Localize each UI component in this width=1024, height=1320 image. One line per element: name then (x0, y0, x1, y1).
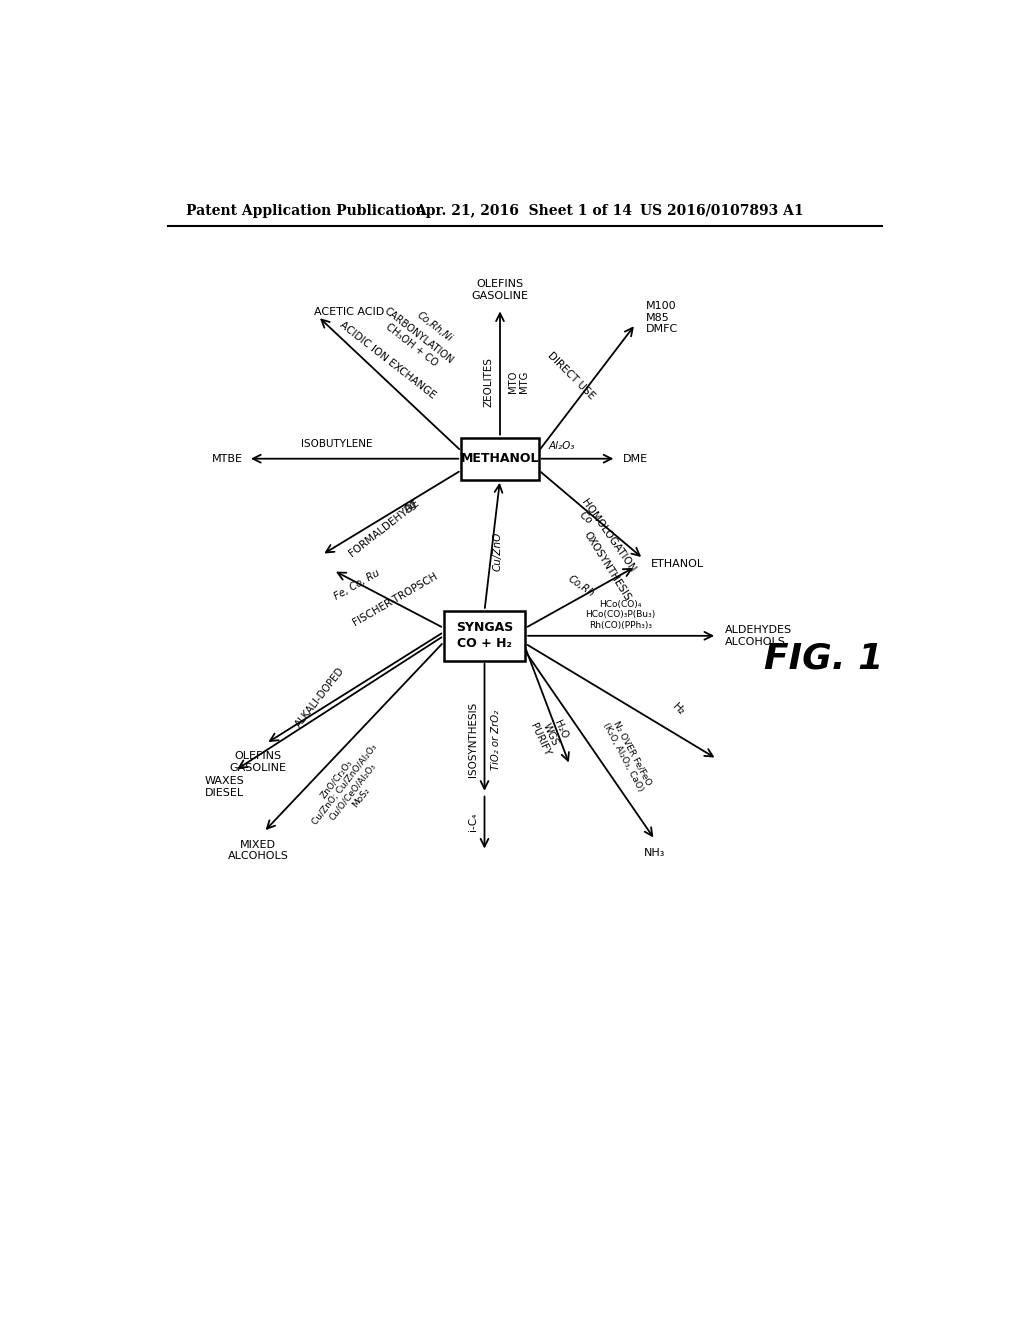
Bar (443, 611, 525, 661)
Text: ALKALI-DOPED: ALKALI-DOPED (294, 665, 347, 729)
Text: MTO
MTG: MTO MTG (508, 371, 529, 393)
Text: OXOSYNTHESIS: OXOSYNTHESIS (582, 531, 633, 603)
Text: MIXED
ALCOHOLS: MIXED ALCOHOLS (227, 840, 289, 862)
Text: WAXES
DIESEL: WAXES DIESEL (205, 776, 245, 797)
Text: Co: Co (577, 510, 594, 527)
Text: Al₂O₃: Al₂O₃ (549, 441, 575, 451)
Text: Patent Application Publication: Patent Application Publication (186, 203, 426, 218)
Text: Co,Rh: Co,Rh (566, 573, 596, 598)
Text: SYNGAS
CO + H₂: SYNGAS CO + H₂ (456, 622, 513, 651)
Text: ZEOLITES: ZEOLITES (483, 356, 494, 407)
Text: H₂O
WGS
PURIFY: H₂O WGS PURIFY (528, 711, 572, 758)
Text: Cu/ZnO: Cu/ZnO (493, 532, 502, 570)
Text: Co,Rh,Ni: Co,Rh,Ni (415, 309, 454, 343)
Text: ISOBUTYLENE: ISOBUTYLENE (301, 440, 373, 449)
Text: ZnO/Cr₂O₃
Cu/ZnO; Cu/ZnO/Al₂O₃
Cu/O/CeO/Al₂O₃
MoS₂: ZnO/Cr₂O₃ Cu/ZnO; Cu/ZnO/Al₂O₃ Cu/O/CeO/… (302, 737, 395, 840)
Text: HCo(CO)₄
HCo(CO)₃P(Bu₃)
Rh(CO)(PPh₃)₃: HCo(CO)₄ HCo(CO)₃P(Bu₃) Rh(CO)(PPh₃)₃ (585, 599, 655, 630)
Text: Apr. 21, 2016  Sheet 1 of 14: Apr. 21, 2016 Sheet 1 of 14 (415, 203, 632, 218)
Text: Fe, Co, Ru: Fe, Co, Ru (332, 568, 381, 602)
Text: M100
M85
DMFC: M100 M85 DMFC (646, 301, 678, 334)
Text: ACIDIC ION EXCHANGE: ACIDIC ION EXCHANGE (338, 319, 437, 401)
Text: CARBONYLATION
CH₃OH + CO: CARBONYLATION CH₃OH + CO (375, 305, 455, 375)
Text: METHANOL: METHANOL (461, 453, 540, 465)
Text: DME: DME (623, 454, 647, 463)
Text: MTBE: MTBE (212, 454, 243, 463)
Text: NH₃: NH₃ (644, 847, 666, 858)
Text: US 2016/0107893 A1: US 2016/0107893 A1 (640, 203, 803, 218)
Text: ALDEHYDES
ALCOHOLS: ALDEHYDES ALCOHOLS (725, 624, 792, 647)
Text: i-C₄: i-C₄ (468, 813, 478, 832)
Text: ETHANOL: ETHANOL (651, 560, 705, 569)
Text: N₂ OVER Fe/FeO
(K₂O, Al₂O₃, CaO): N₂ OVER Fe/FeO (K₂O, Al₂O₃, CaO) (601, 717, 654, 793)
Text: Ag: Ag (402, 498, 420, 515)
Text: ACETIC ACID: ACETIC ACID (314, 308, 384, 317)
Text: FISCHER-TROPSCH: FISCHER-TROPSCH (351, 570, 439, 627)
Bar (461, 437, 539, 480)
Text: FORMALDEHYDE: FORMALDEHYDE (347, 498, 421, 558)
Text: TiO₂ or ZrO₂: TiO₂ or ZrO₂ (490, 710, 501, 770)
Text: FIG. 1: FIG. 1 (764, 642, 883, 676)
Text: OLEFINS
GASOLINE: OLEFINS GASOLINE (471, 280, 528, 301)
Text: OLEFINS
GASOLINE: OLEFINS GASOLINE (229, 751, 287, 774)
Text: H₂: H₂ (670, 701, 686, 717)
Text: DIRECT USE: DIRECT USE (546, 351, 597, 401)
Text: HOMOLOGATION: HOMOLOGATION (580, 498, 637, 574)
Text: ISOSYNTHESIS: ISOSYNTHESIS (468, 702, 478, 777)
